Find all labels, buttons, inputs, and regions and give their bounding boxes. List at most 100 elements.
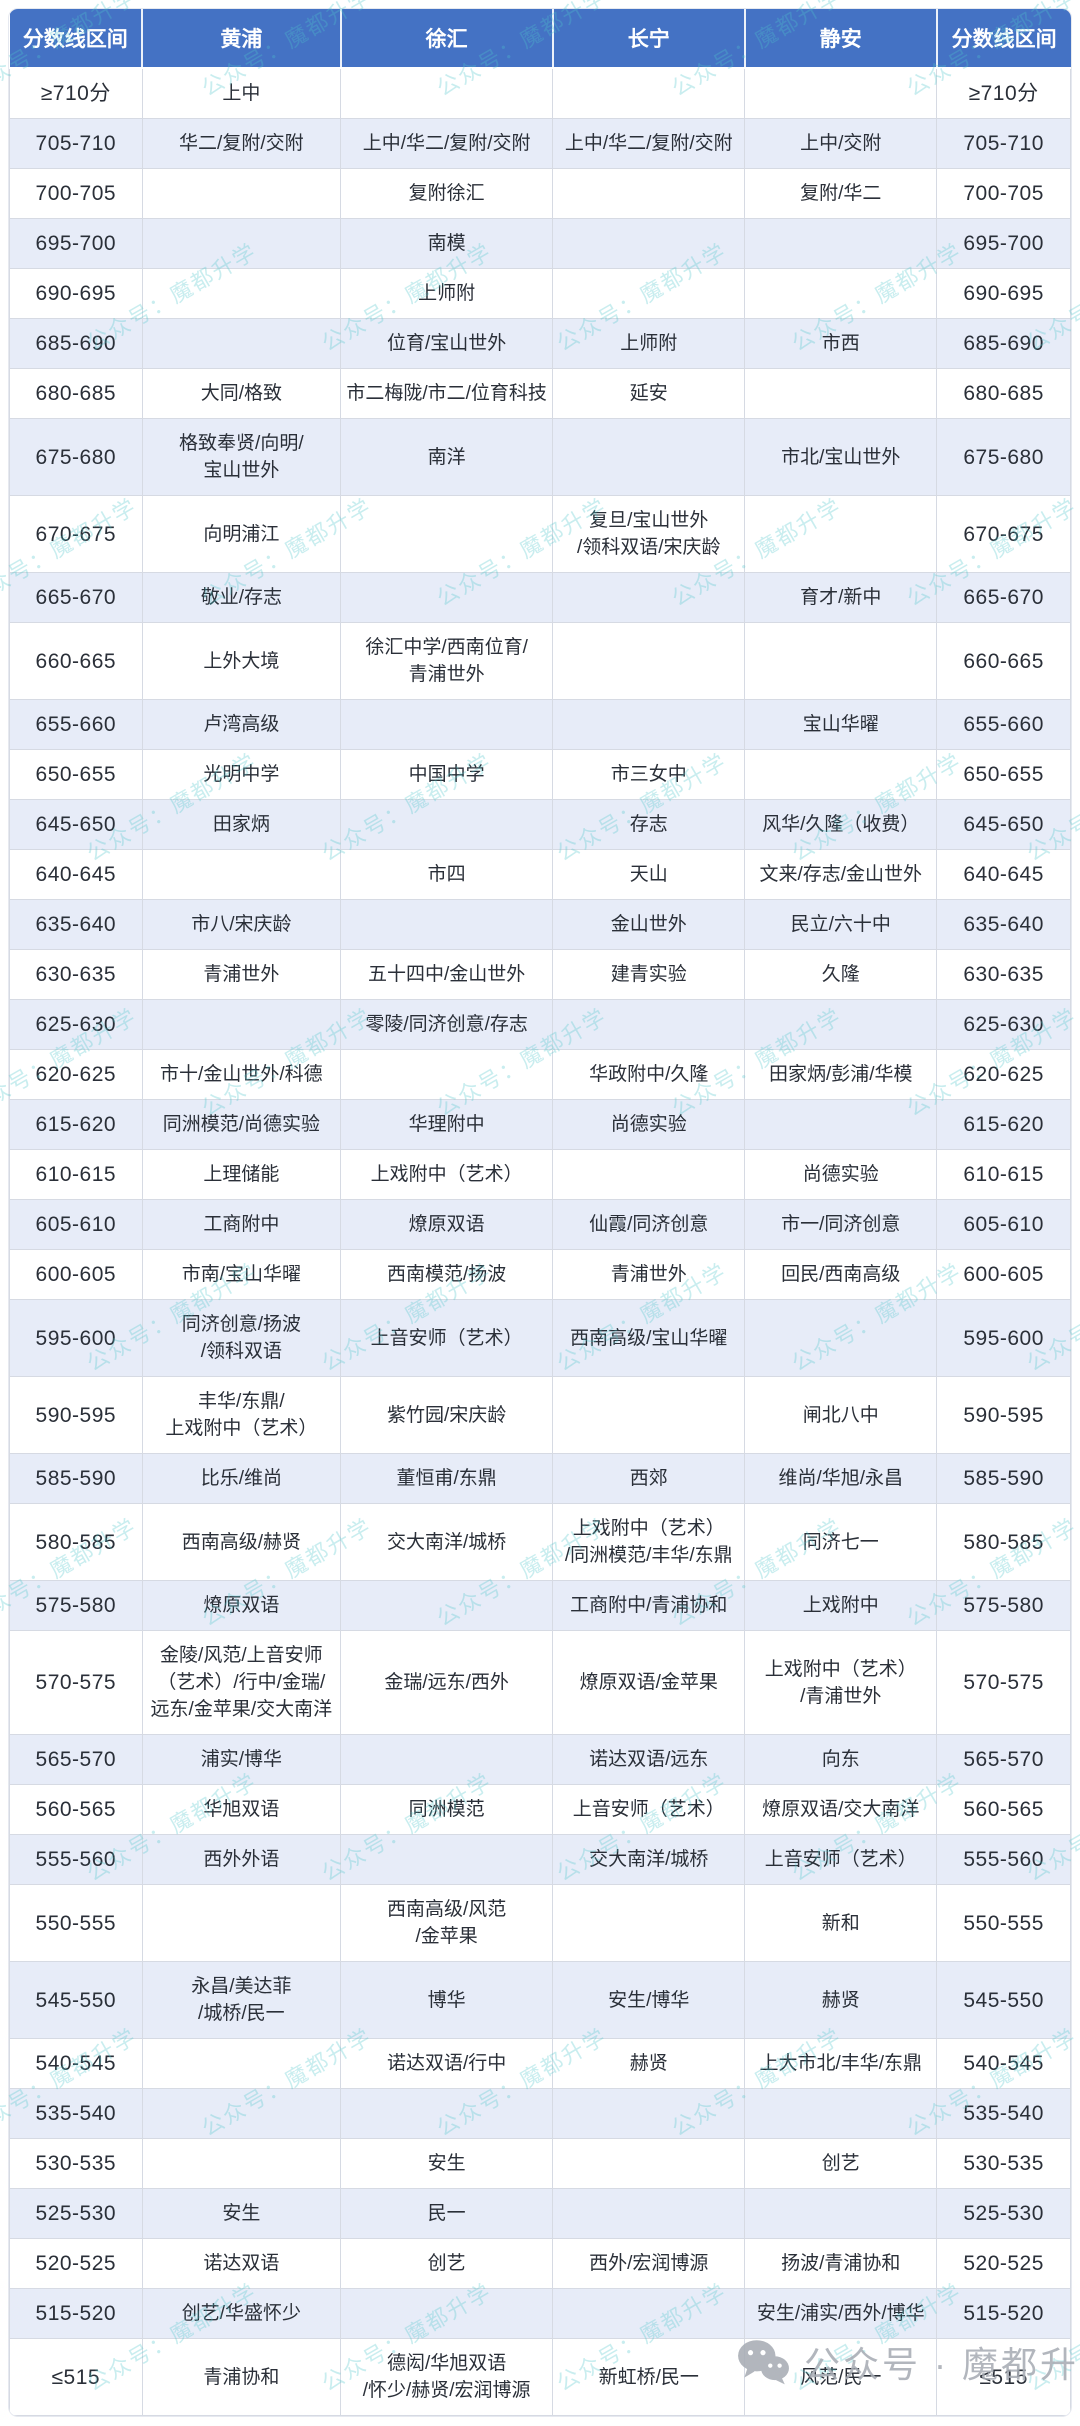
score-range-cell: 545-550 [936,1961,1071,2039]
score-range-cell: 525-530 [936,2188,1071,2239]
school-cell-changning: 西外/宏润博源 [552,2238,746,2289]
school-cell-xuhui: 华理附中 [340,1099,554,1150]
school-cell-jingan [744,218,938,269]
school-cell-xuhui: 上音安师（艺术） [340,1299,554,1377]
column-header-changning: 长宁 [552,9,746,69]
table-row: 620-625 市十/金山世外/科德 华政附中/久隆 田家炳/彭浦/华模 620-625 [9,1049,1071,1100]
school-cell-changning: 新虹桥/民一 [552,2338,746,2416]
school-cell-changning: 建青实验 [552,949,746,1000]
score-range-cell: 525-530 [9,2188,143,2239]
score-range-cell: 680-685 [9,368,143,419]
school-cell-jingan: 风范/民一 [744,2338,938,2416]
school-cell-changning [552,2138,746,2189]
column-header-xuhui: 徐汇 [340,9,554,69]
score-range-cell: 595-600 [936,1299,1071,1377]
column-header-jingan: 静安 [744,9,938,69]
school-cell-jingan: 复附/华二 [744,168,938,219]
score-range-cell: ≥710分 [936,67,1071,119]
school-cell-jingan: 闸北八中 [744,1376,938,1454]
school-cell-huangpu: 诺达双语 [141,2238,342,2289]
score-range-cell: 655-660 [936,699,1071,750]
school-cell-changning [552,418,746,496]
score-range-cell: ≤515 [9,2338,143,2416]
school-cell-xuhui: 上中/华二/复附/交附 [340,118,554,169]
school-cell-xuhui [340,1049,554,1100]
school-cell-jingan: 燎原双语/交大南洋 [744,1784,938,1835]
school-cell-xuhui [340,2288,554,2339]
score-range-cell: 540-545 [936,2038,1071,2089]
school-cell-huangpu: 燎原双语 [141,1580,342,1631]
table-row: 615-620 同洲模范/尚德实验 华理附中 尚德实验 615-620 [9,1099,1071,1150]
table-row: 550-555 西南高级/风范 /金苹果 新和 550-555 [9,1884,1071,1962]
score-range-cell: 625-630 [936,999,1071,1050]
school-cell-changning: 西郊 [552,1453,746,1504]
score-range-cell: 535-540 [9,2088,143,2139]
table-row: 645-650 田家炳 存志 风华/久隆（收费） 645-650 [9,799,1071,850]
school-cell-changning: 复旦/宝山世外 /领科双语/宋庆龄 [552,495,746,573]
school-cell-jingan: 市一/同济创意 [744,1199,938,1250]
school-cell-changning [552,2088,746,2139]
school-cell-huangpu: 安生 [141,2188,342,2239]
score-range-cell: 690-695 [9,268,143,319]
table-row: 680-685 大同/格致 市二梅陇/市二/位育科技 延安 680-685 [9,368,1071,419]
school-cell-huangpu: 同洲模范/尚德实验 [141,1099,342,1150]
school-cell-changning [552,268,746,319]
school-cell-jingan: 赫贤 [744,1961,938,2039]
score-range-cell: 570-575 [9,1630,143,1735]
score-range-cell: 665-670 [936,572,1071,623]
table-row: 665-670 敬业/存志 育才/新中 665-670 [9,572,1071,623]
school-cell-changning [552,218,746,269]
school-cell-xuhui [340,2088,554,2139]
school-cell-changning [552,1376,746,1454]
school-cell-changning: 存志 [552,799,746,850]
school-cell-huangpu: 敬业/存志 [141,572,342,623]
table-row: 675-680 格致奉贤/向明/ 宝山世外 南洋 市北/宝山世外 675-680 [9,418,1071,496]
school-cell-xuhui: 燎原双语 [340,1199,554,1250]
school-cell-huangpu: 青浦协和 [141,2338,342,2416]
school-cell-changning: 市三女中 [552,749,746,800]
school-cell-changning [552,572,746,623]
score-range-cell: 550-555 [9,1884,143,1962]
score-range-cell: 670-675 [936,495,1071,573]
school-cell-jingan [744,999,938,1050]
school-cell-jingan: 向东 [744,1734,938,1785]
score-range-cell: 515-520 [936,2288,1071,2339]
school-cell-changning [552,2288,746,2339]
school-cell-huangpu: 永昌/美达菲 /城桥/民一 [141,1961,342,2039]
score-range-cell: 660-665 [936,622,1071,700]
school-cell-huangpu [141,999,342,1050]
school-cell-jingan: 文来/存志/金山世外 [744,849,938,900]
school-cell-huangpu: 向明浦江 [141,495,342,573]
school-cell-xuhui: 复附徐汇 [340,168,554,219]
school-cell-xuhui: 南模 [340,218,554,269]
score-range-cell: 575-580 [9,1580,143,1631]
table-row: 660-665 上外大境 徐汇中学/西南位育/ 青浦世外 660-665 [9,622,1071,700]
score-range-cell: 590-595 [936,1376,1071,1454]
school-cell-huangpu: 光明中学 [141,749,342,800]
score-range-cell: 660-665 [9,622,143,700]
score-range-cell: 605-610 [9,1199,143,1250]
score-range-cell: 700-705 [936,168,1071,219]
score-range-cell: 530-535 [936,2138,1071,2189]
table-row: 595-600 同济创意/扬波 /领科双语 上音安师（艺术） 西南高级/宝山华曜 595… [9,1299,1071,1377]
table-row: 580-585 西南高级/赫贤 交大南洋/城桥 上戏附中（艺术） /同洲模范/丰华/东… [9,1503,1071,1581]
school-cell-xuhui [340,495,554,573]
score-range-cell: 685-690 [936,318,1071,369]
score-range-cell: 545-550 [9,1961,143,2039]
score-range-cell: 630-635 [9,949,143,1000]
school-cell-changning: 上戏附中（艺术） /同洲模范/丰华/东鼎 [552,1503,746,1581]
table-row: 575-580 燎原双语 工商附中/青浦协和 上戏附中 575-580 [9,1580,1071,1631]
table-row: 555-560 西外外语 交大南洋/城桥 上音安师（艺术） 555-560 [9,1834,1071,1885]
school-cell-huangpu: 市八/宋庆龄 [141,899,342,950]
score-range-cell: 655-660 [9,699,143,750]
school-cell-huangpu: 金陵/风范/上音安师 （艺术）/行中/金瑞/ 远东/金苹果/交大南洋 [141,1630,342,1735]
school-cell-huangpu [141,318,342,369]
school-cell-changning: 诺达双语/远东 [552,1734,746,1785]
school-cell-huangpu: 格致奉贤/向明/ 宝山世外 [141,418,342,496]
school-cell-changning [552,699,746,750]
score-range-cell: 560-565 [9,1784,143,1835]
school-cell-xuhui [340,1734,554,1785]
school-cell-changning: 安生/博华 [552,1961,746,2039]
score-range-cell: 645-650 [936,799,1071,850]
table-row: 610-615 上理储能 上戏附中（艺术） 尚德实验 610-615 [9,1149,1071,1200]
